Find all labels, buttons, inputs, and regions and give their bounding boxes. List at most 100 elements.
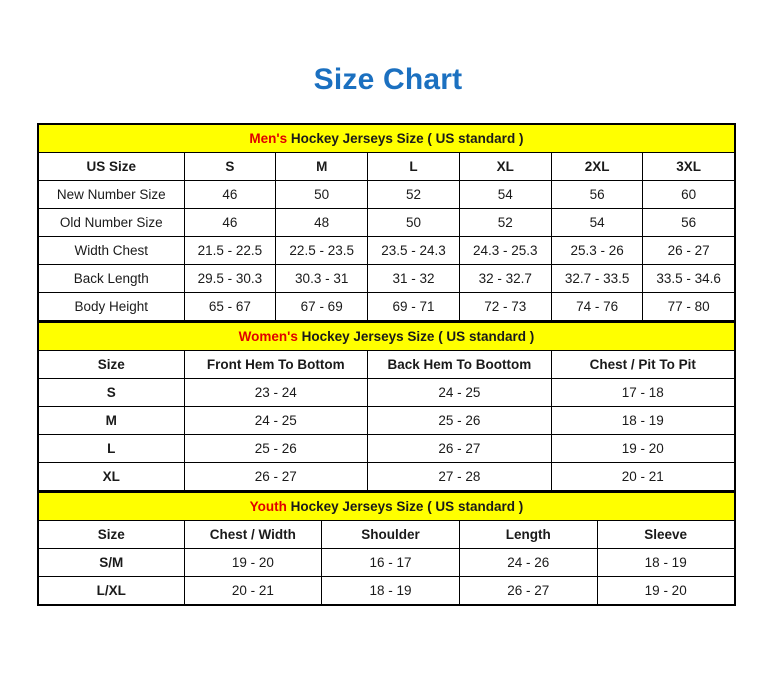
womens-header-row: Size Front Hem To Bottom Back Hem To Boo… xyxy=(37,350,736,379)
womens-col-3: Chest / Pit To Pit xyxy=(550,350,736,379)
womens-section-band: Women's Hockey Jerseys Size ( US standar… xyxy=(37,322,736,351)
womens-row-2-val-0: 25 - 26 xyxy=(183,434,369,463)
mens-row-2-val-3: 24.3 - 25.3 xyxy=(458,236,552,265)
mens-col-5: 2XL xyxy=(550,152,644,181)
mens-row-2-label: Width Chest xyxy=(37,236,185,265)
table-row: L 25 - 26 26 - 27 19 - 20 xyxy=(37,434,736,463)
mens-col-1: S xyxy=(183,152,277,181)
table-row: S 23 - 24 24 - 25 17 - 18 xyxy=(37,378,736,407)
youth-col-1: Chest / Width xyxy=(183,520,323,549)
youth-col-0: Size xyxy=(37,520,185,549)
mens-row-0-label: New Number Size xyxy=(37,180,185,209)
womens-row-0-val-2: 17 - 18 xyxy=(550,378,736,407)
mens-row-2-val-0: 21.5 - 22.5 xyxy=(183,236,277,265)
youth-size-table: Youth Hockey Jerseys Size ( US standard … xyxy=(37,492,736,606)
mens-header-row: US Size S M L XL 2XL 3XL xyxy=(37,152,736,181)
mens-row-1-val-4: 54 xyxy=(550,208,644,237)
mens-row-2-val-5: 26 - 27 xyxy=(642,236,736,265)
mens-col-4: XL xyxy=(458,152,552,181)
mens-col-2: M xyxy=(275,152,369,181)
womens-row-2-label: L xyxy=(37,434,185,463)
table-row: M 24 - 25 25 - 26 18 - 19 xyxy=(37,406,736,435)
mens-row-4-val-2: 69 - 71 xyxy=(367,292,460,322)
mens-row-0-val-3: 54 xyxy=(458,180,552,209)
mens-row-2-val-4: 25.3 - 26 xyxy=(550,236,644,265)
mens-col-6: 3XL xyxy=(642,152,736,181)
table-row: Body Height 65 - 67 67 - 69 69 - 71 72 -… xyxy=(37,292,736,322)
table-row: XL 26 - 27 27 - 28 20 - 21 xyxy=(37,462,736,492)
table-row: L/XL 20 - 21 18 - 19 26 - 27 19 - 20 xyxy=(37,576,736,606)
mens-row-0-val-4: 56 xyxy=(550,180,644,209)
youth-row-0-label: S/M xyxy=(37,548,185,577)
youth-row-0-val-0: 19 - 20 xyxy=(183,548,323,577)
womens-row-0-val-0: 23 - 24 xyxy=(183,378,369,407)
size-chart-tables: Men's Hockey Jerseys Size ( US standard … xyxy=(37,123,736,606)
youth-col-4: Sleeve xyxy=(596,520,736,549)
mens-band-rest: Hockey Jerseys Size ( US standard ) xyxy=(287,131,524,146)
womens-col-0: Size xyxy=(37,350,185,379)
mens-col-0: US Size xyxy=(37,152,185,181)
womens-size-table: Women's Hockey Jerseys Size ( US standar… xyxy=(37,322,736,492)
youth-band-accent: Youth xyxy=(249,499,287,514)
youth-row-1-val-0: 20 - 21 xyxy=(183,576,323,606)
womens-row-3-label: XL xyxy=(37,462,185,492)
mens-row-2-val-1: 22.5 - 23.5 xyxy=(275,236,369,265)
womens-row-0-label: S xyxy=(37,378,185,407)
womens-col-1: Front Hem To Bottom xyxy=(183,350,369,379)
youth-header-row: Size Chest / Width Shoulder Length Sleev… xyxy=(37,520,736,549)
womens-row-3-val-2: 20 - 21 xyxy=(550,462,736,492)
youth-row-0-val-3: 18 - 19 xyxy=(596,548,736,577)
mens-row-3-val-1: 30.3 - 31 xyxy=(275,264,369,293)
table-row: New Number Size 46 50 52 54 56 60 xyxy=(37,180,736,209)
youth-band-row: Youth Hockey Jerseys Size ( US standard … xyxy=(37,492,736,521)
womens-band-rest: Hockey Jerseys Size ( US standard ) xyxy=(297,329,535,344)
mens-row-1-val-3: 52 xyxy=(458,208,552,237)
youth-row-0-val-2: 24 - 26 xyxy=(458,548,598,577)
mens-row-0-val-1: 50 xyxy=(275,180,369,209)
mens-row-1-val-5: 56 xyxy=(642,208,736,237)
youth-section-band: Youth Hockey Jerseys Size ( US standard … xyxy=(37,492,736,521)
mens-row-4-val-5: 77 - 80 xyxy=(642,292,736,322)
mens-row-0-val-0: 46 xyxy=(183,180,277,209)
mens-row-1-val-0: 46 xyxy=(183,208,277,237)
table-row: Back Length 29.5 - 30.3 30.3 - 31 31 - 3… xyxy=(37,264,736,293)
womens-row-3-val-0: 26 - 27 xyxy=(183,462,369,492)
page-title: Size Chart xyxy=(313,63,463,96)
womens-row-1-val-2: 18 - 19 xyxy=(550,406,736,435)
youth-row-1-label: L/XL xyxy=(37,576,185,606)
mens-row-2-val-2: 23.5 - 24.3 xyxy=(367,236,460,265)
mens-row-3-label: Back Length xyxy=(37,264,185,293)
womens-band-row: Women's Hockey Jerseys Size ( US standar… xyxy=(37,322,736,351)
womens-row-1-val-1: 25 - 26 xyxy=(367,406,552,435)
table-row: S/M 19 - 20 16 - 17 24 - 26 18 - 19 xyxy=(37,548,736,577)
mens-row-1-val-2: 50 xyxy=(367,208,460,237)
womens-row-2-val-2: 19 - 20 xyxy=(550,434,736,463)
youth-row-1-val-3: 19 - 20 xyxy=(596,576,736,606)
womens-col-2: Back Hem To Boottom xyxy=(367,350,552,379)
youth-col-2: Shoulder xyxy=(321,520,460,549)
youth-row-0-val-1: 16 - 17 xyxy=(321,548,460,577)
mens-row-3-val-2: 31 - 32 xyxy=(367,264,460,293)
womens-row-3-val-1: 27 - 28 xyxy=(367,462,552,492)
youth-col-3: Length xyxy=(458,520,598,549)
mens-row-4-val-0: 65 - 67 xyxy=(183,292,277,322)
mens-row-0-val-2: 52 xyxy=(367,180,460,209)
mens-row-3-val-4: 32.7 - 33.5 xyxy=(550,264,644,293)
mens-band-accent: Men's xyxy=(249,131,288,146)
mens-col-3: L xyxy=(367,152,460,181)
mens-section-band: Men's Hockey Jerseys Size ( US standard … xyxy=(37,123,736,153)
table-row: Width Chest 21.5 - 22.5 22.5 - 23.5 23.5… xyxy=(37,236,736,265)
mens-row-4-val-4: 74 - 76 xyxy=(550,292,644,322)
youth-row-1-val-2: 26 - 27 xyxy=(458,576,598,606)
womens-row-2-val-1: 26 - 27 xyxy=(367,434,552,463)
womens-row-1-val-0: 24 - 25 xyxy=(183,406,369,435)
mens-row-1-label: Old Number Size xyxy=(37,208,185,237)
womens-row-1-label: M xyxy=(37,406,185,435)
womens-row-0-val-1: 24 - 25 xyxy=(367,378,552,407)
mens-row-3-val-3: 32 - 32.7 xyxy=(458,264,552,293)
mens-row-1-val-1: 48 xyxy=(275,208,369,237)
mens-row-3-val-5: 33.5 - 34.6 xyxy=(642,264,736,293)
mens-size-table: Men's Hockey Jerseys Size ( US standard … xyxy=(37,123,736,322)
mens-row-4-val-3: 72 - 73 xyxy=(458,292,552,322)
